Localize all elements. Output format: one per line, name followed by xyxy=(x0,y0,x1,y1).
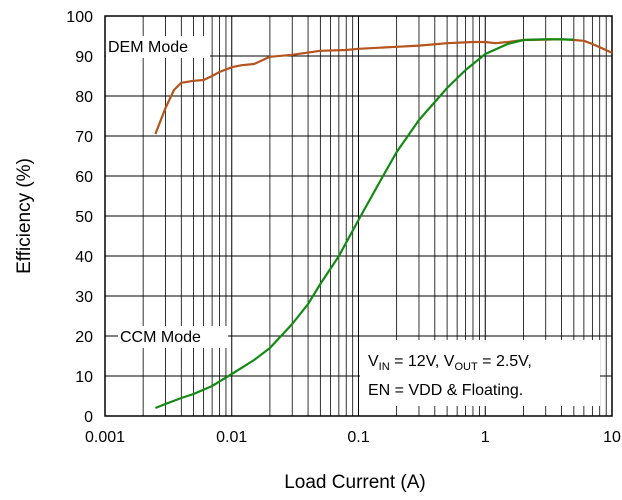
series-line-ccm xyxy=(154,38,574,410)
x-tick-label: 0.001 xyxy=(85,429,125,446)
conditions-box: VIN = 12V, VOUT = 2.5V, EN = VDD & Float… xyxy=(360,340,600,406)
y-tick-label: 70 xyxy=(75,129,93,146)
y-tick-label: 0 xyxy=(84,409,93,426)
series-line-dem xyxy=(154,38,613,135)
vin-value: = 12V, V xyxy=(390,353,455,370)
vin-subscript: IN xyxy=(379,361,390,373)
y-tick-label: 100 xyxy=(66,9,93,26)
vout-subscript: OUT xyxy=(454,361,478,373)
y-tick-label: 80 xyxy=(75,89,93,106)
x-tick-label: 1 xyxy=(481,429,490,446)
conditions-box-bg xyxy=(360,340,600,406)
conditions-line-1: VIN = 12V, VOUT = 2.5V, xyxy=(368,353,532,373)
y-tick-label: 50 xyxy=(75,209,93,226)
y-tick-label: 90 xyxy=(75,49,93,66)
vin-symbol: V xyxy=(368,353,379,370)
annotation-layer: DEM Mode CCM Mode xyxy=(106,36,228,348)
vout-value: = 2.5V, xyxy=(478,353,532,370)
plot-frame xyxy=(104,15,613,417)
series-label-bg xyxy=(118,326,228,348)
x-tick-label: 10 xyxy=(603,429,621,446)
y-tick-label: 40 xyxy=(75,249,93,266)
y-tick-label: 30 xyxy=(75,289,93,306)
x-axis-title: Load Current (A) xyxy=(284,472,426,493)
y-axis-title: Efficiency (%) xyxy=(14,158,35,274)
y-tick-label: 60 xyxy=(75,169,93,186)
x-tick-label: 0.01 xyxy=(216,429,247,446)
x-tick-label: 0.1 xyxy=(347,429,369,446)
series-label-ccm: CCM Mode xyxy=(120,329,201,346)
conditions-line-2: EN = VDD & Floating. xyxy=(368,382,523,399)
y-tick-label: 10 xyxy=(75,369,93,386)
series-label-dem: DEM Mode xyxy=(108,39,188,56)
y-tick-label: 20 xyxy=(75,329,93,346)
series-layer xyxy=(154,38,613,410)
series-label-bg xyxy=(106,36,210,58)
